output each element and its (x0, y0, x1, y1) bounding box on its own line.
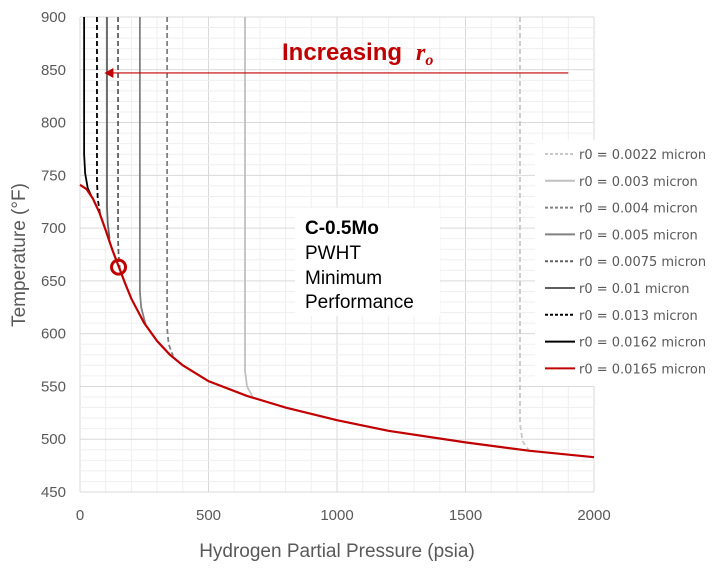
y-tick-label: 600 (41, 326, 66, 343)
y-tick-label: 800 (41, 115, 66, 132)
marker-circle (110, 258, 128, 276)
y-tick-label: 900 (41, 9, 66, 26)
y-axis-label: Temperature (°F) (9, 183, 30, 327)
series-line (96, 17, 101, 215)
material-textbox (295, 208, 440, 316)
legend-entry: r0 = 0.005 micron (579, 228, 698, 243)
y-tick-label: 450 (41, 484, 66, 501)
minimum-label: Minimum (305, 268, 382, 289)
series-line (79, 183, 595, 459)
series-line (519, 17, 530, 451)
legend-entry: r0 = 0.0075 micron (579, 255, 706, 270)
y-tick-label: 850 (41, 62, 66, 79)
x-tick-label: 2000 (577, 507, 610, 524)
performance-label: Performance (305, 292, 414, 313)
series-group (79, 17, 595, 459)
x-tick-label: 0 (76, 507, 84, 524)
legend-entry: r0 = 0.004 micron (579, 202, 698, 217)
legend: r0 = 0.0022 micron r0 = 0.003 micron r0 = … (545, 148, 706, 377)
y-tick-label: 650 (41, 273, 66, 290)
material-label: C-0.5Mo (305, 218, 379, 239)
legend-entry: r0 = 0.0162 micron (579, 336, 706, 351)
tick-labels: 0 500 1000 1500 2000 450 500 550 600 650 700 750 800… (41, 9, 611, 524)
series-line (106, 17, 111, 239)
arrow-head (104, 67, 114, 78)
series-line (117, 17, 121, 270)
x-axis-label: Hydrogen Partial Pressure (psia) (199, 541, 475, 562)
arrow-label: Increasing ro (282, 39, 433, 69)
legend-entry: r0 = 0.0022 micron (579, 148, 706, 163)
condition-label: PWHT (305, 243, 361, 264)
series-line (166, 17, 174, 357)
y-tick-label: 550 (41, 378, 66, 395)
series-line (138, 17, 147, 325)
series-line (83, 17, 93, 197)
y-tick-label: 750 (41, 167, 66, 184)
legend-entry: r0 = 0.0165 micron (579, 362, 706, 377)
x-tick-label: 1500 (449, 507, 482, 524)
series-line (244, 17, 254, 398)
y-tick-label: 500 (41, 431, 66, 448)
legend-entry: r0 = 0.003 micron (579, 175, 698, 190)
x-tick-label: 1000 (320, 507, 353, 524)
legend-entry: r0 = 0.013 micron (579, 309, 698, 324)
legend-entry: r0 = 0.01 micron (579, 282, 690, 297)
x-tick-label: 500 (196, 507, 221, 524)
y-tick-label: 700 (41, 220, 66, 237)
annotations (104, 67, 569, 276)
